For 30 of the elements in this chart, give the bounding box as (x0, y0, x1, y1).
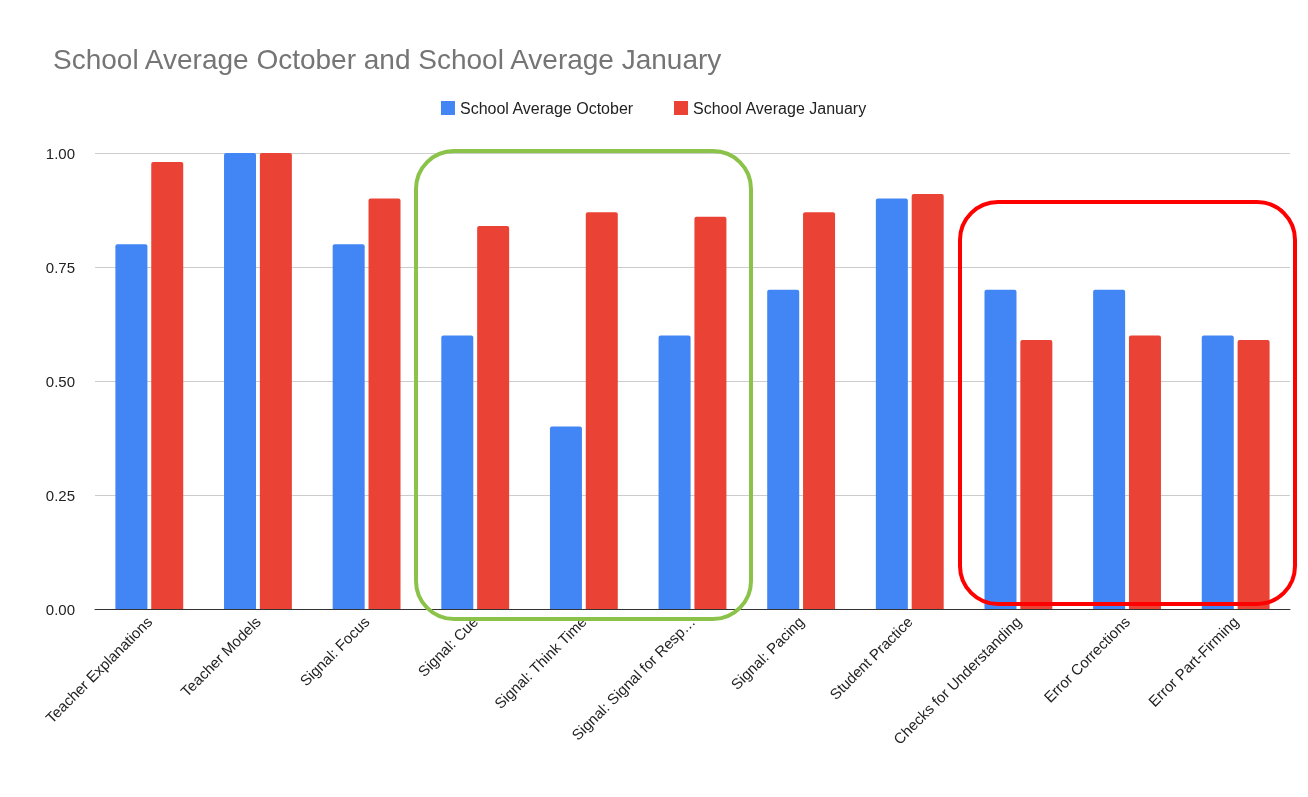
y-tick-label: 0.75 (45, 258, 75, 276)
bar (803, 212, 836, 609)
y-tick-label: 1.00 (45, 144, 75, 162)
bar (259, 153, 292, 609)
bar (984, 289, 1017, 609)
bar (1020, 339, 1053, 609)
bar (1128, 335, 1161, 609)
bar (332, 244, 365, 609)
chart-title: School Average October and School Average January (53, 43, 722, 75)
legend-label: School Average January (693, 99, 867, 117)
bar (694, 216, 727, 609)
bar (1237, 339, 1270, 609)
bar (911, 194, 944, 609)
bar (224, 153, 257, 609)
bar (441, 335, 474, 609)
bar (549, 426, 582, 609)
bar (115, 244, 148, 609)
y-tick-label: 0.00 (45, 600, 75, 618)
y-tick-label: 0.25 (45, 486, 75, 504)
bar (477, 225, 510, 609)
legend-label: School Average October (459, 99, 634, 117)
bar (585, 212, 618, 609)
bar (767, 289, 800, 609)
bar (151, 162, 184, 609)
y-tick-label: 0.50 (45, 372, 75, 390)
bar (1201, 335, 1234, 609)
bar (1093, 289, 1126, 609)
bar (658, 335, 691, 609)
bar (875, 198, 908, 609)
bar (368, 198, 401, 609)
